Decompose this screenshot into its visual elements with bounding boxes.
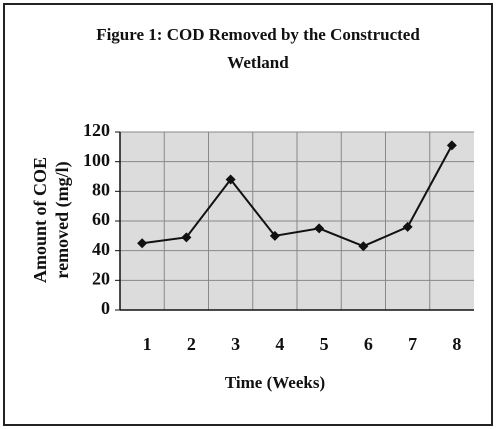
x-tick-label: 6 bbox=[364, 334, 373, 354]
marker bbox=[269, 230, 280, 241]
y-tick-label: 120 bbox=[83, 120, 110, 140]
x-tick-label: 5 bbox=[320, 334, 329, 354]
chart-title: Wetland bbox=[227, 53, 289, 72]
y-tick-label: 40 bbox=[92, 239, 110, 259]
marker bbox=[446, 140, 457, 151]
marker bbox=[402, 221, 413, 232]
marker bbox=[314, 223, 325, 234]
x-tick-label: 3 bbox=[231, 334, 240, 354]
y-tick-label: 20 bbox=[92, 268, 110, 288]
y-axis-label: removed (mg/l) bbox=[52, 161, 73, 278]
x-tick-label: 4 bbox=[275, 334, 284, 354]
marker bbox=[225, 174, 236, 185]
marker bbox=[358, 241, 369, 252]
x-tick-label: 1 bbox=[143, 334, 152, 354]
line bbox=[141, 144, 453, 248]
y-axis-label: Amount of COE bbox=[30, 157, 50, 283]
y-tick-label: 60 bbox=[92, 209, 110, 229]
marker bbox=[137, 238, 148, 249]
y-tick-label: 0 bbox=[101, 298, 110, 318]
x-tick-label: 8 bbox=[452, 334, 461, 354]
marker bbox=[181, 232, 192, 243]
y-tick-label: 100 bbox=[83, 150, 110, 170]
y-tick-label: 80 bbox=[92, 179, 110, 199]
x-tick-label: 7 bbox=[408, 334, 417, 354]
x-tick-label: 2 bbox=[187, 334, 196, 354]
x-axis-label: Time (Weeks) bbox=[225, 373, 325, 392]
chart-title: Figure 1: COD Removed by the Constructed bbox=[96, 25, 420, 44]
